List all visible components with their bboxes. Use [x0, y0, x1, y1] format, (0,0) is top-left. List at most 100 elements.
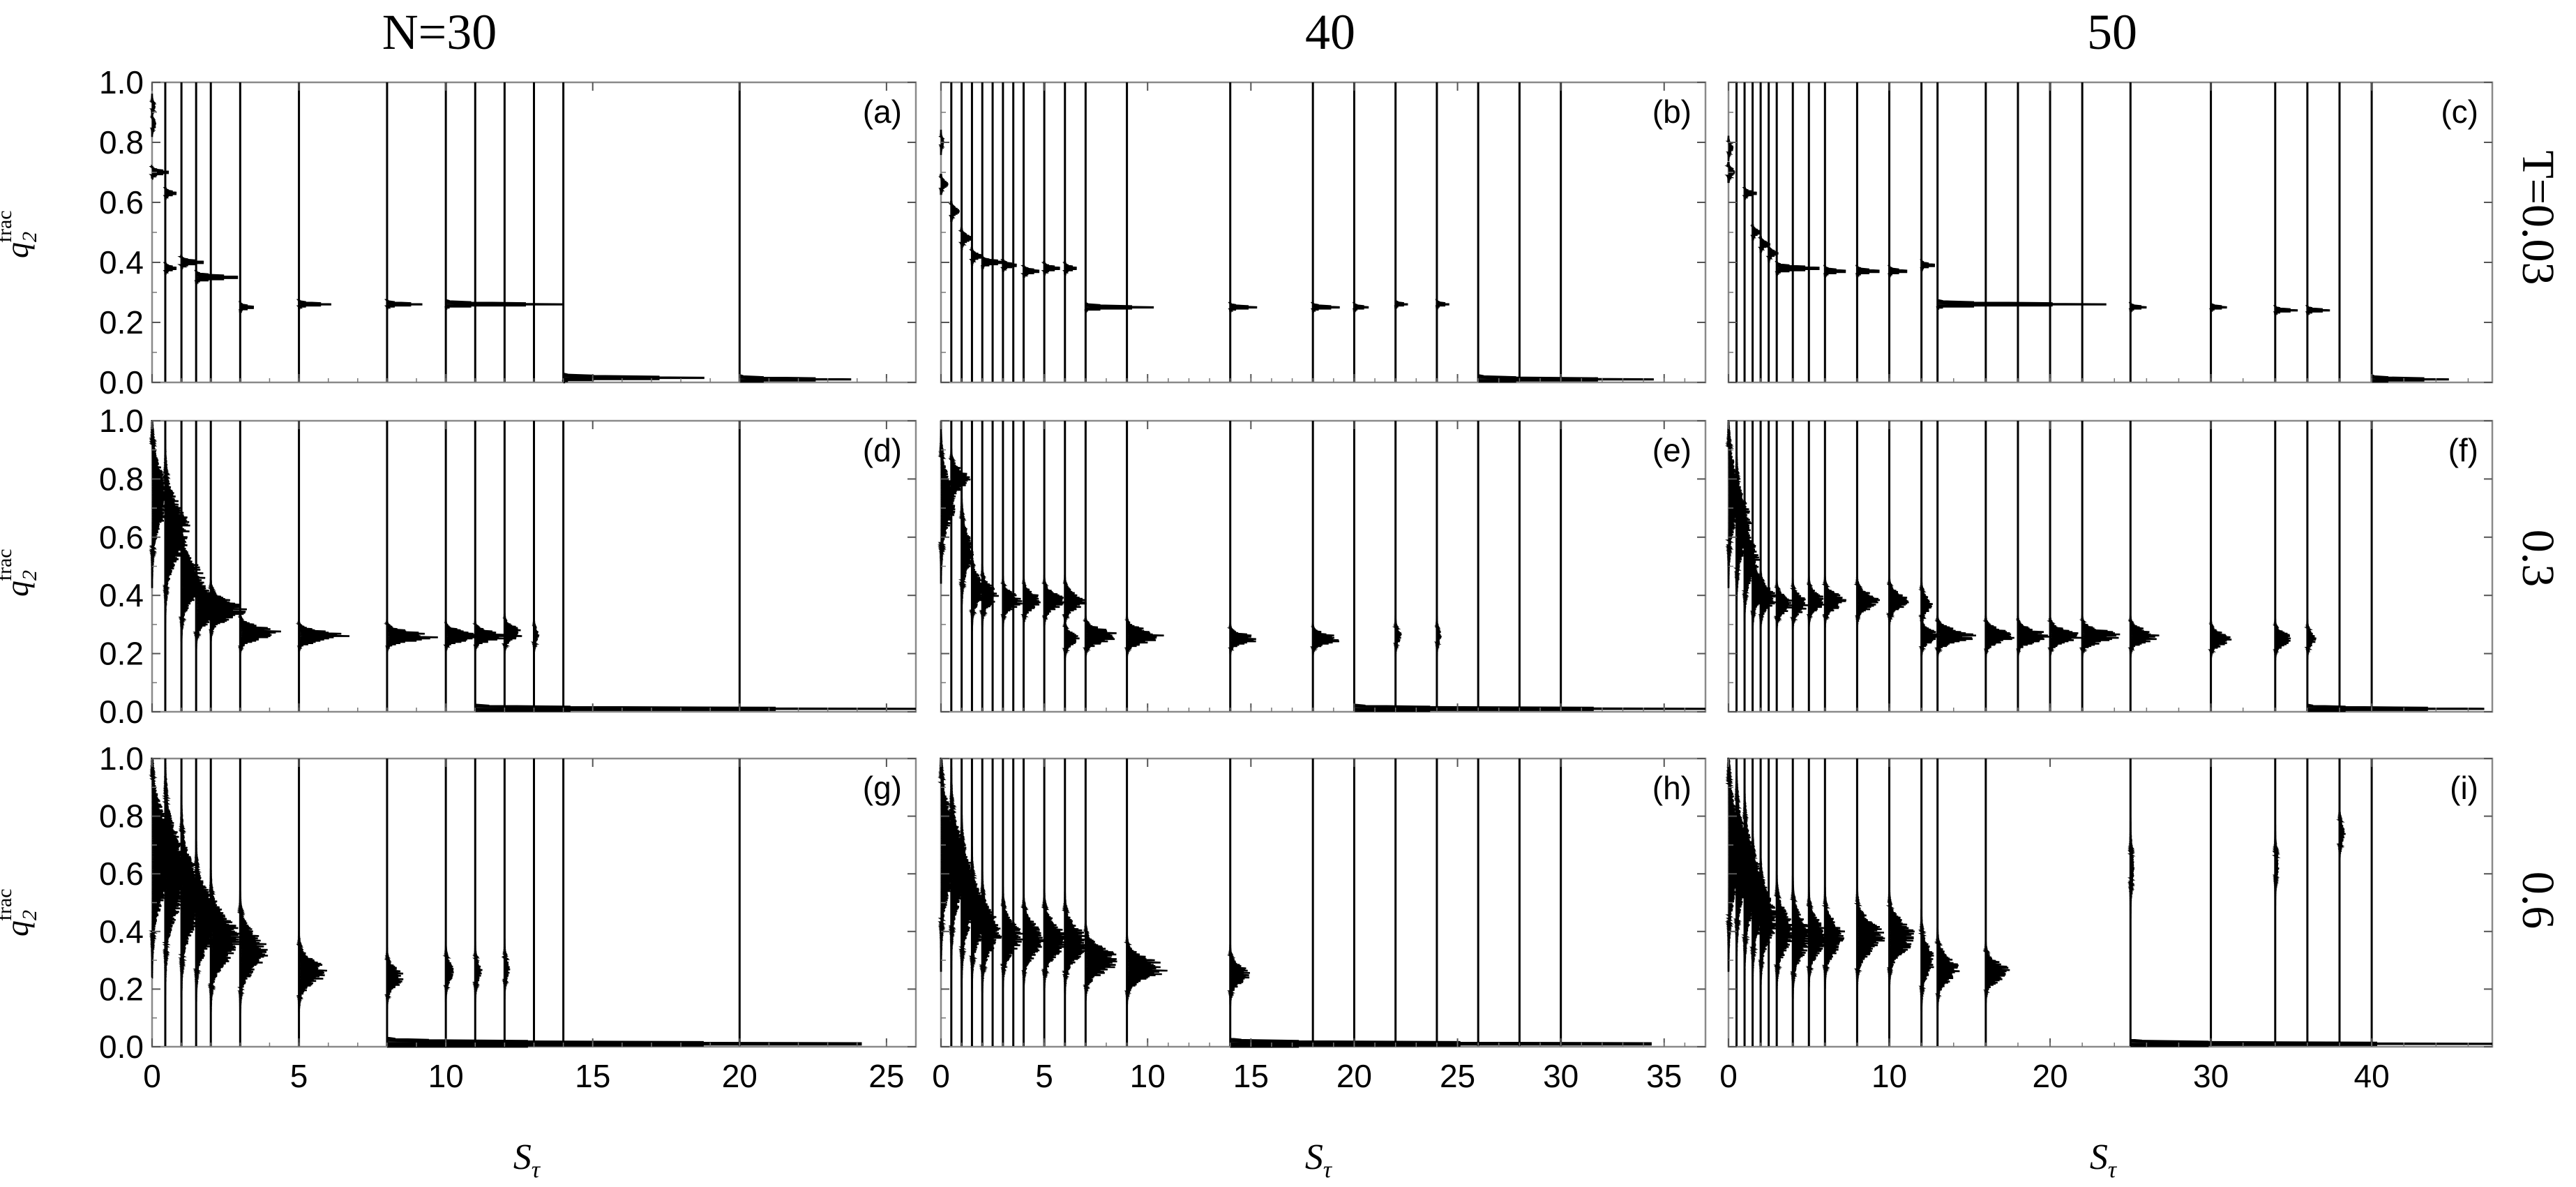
x-tick-label: 15 [1233, 1058, 1269, 1094]
histogram-peak [562, 372, 705, 384]
x-tick-label: 10 [1130, 1058, 1166, 1094]
panel-g: 0.0 0.2 0.4 0.6 0.8 1.0 0 5 10 15 20 25 (g) [99, 740, 917, 1094]
panel-i: 0 10 20 30 40 (i) [1719, 757, 2494, 1094]
histogram-peak [149, 420, 170, 588]
y-tick-label: 1.0 [99, 64, 144, 100]
panel-e: (e) [937, 419, 1707, 713]
histogram-peak [475, 703, 917, 712]
histogram-peak [1394, 299, 1408, 309]
histogram-peak [384, 299, 423, 310]
histogram-peak [530, 615, 540, 657]
histogram-peak [1855, 264, 1880, 278]
column-title-n30: N=30 [382, 4, 497, 60]
panel-frame [1727, 757, 2494, 1048]
histogram-peak [193, 839, 225, 1002]
xlabel-col-1: Sτ [513, 1137, 541, 1183]
y-tick-label: 1.0 [99, 740, 144, 777]
xlabel-col-2: Sτ [1305, 1137, 1333, 1183]
ylabel-row-1: q2frac [0, 210, 41, 258]
histogram-peak [149, 165, 170, 180]
histogram-peak [207, 578, 247, 642]
histogram-peak [1226, 622, 1256, 655]
histogram-peak [1352, 301, 1369, 313]
histogram-peak [1742, 186, 1757, 200]
histogram-peak [2207, 618, 2232, 659]
histogram-peak [442, 941, 454, 1002]
svg-text:q2frac: q2frac [0, 888, 41, 936]
histogram-peak [295, 620, 350, 652]
histogram-peak [1062, 261, 1077, 276]
x-tick-label: 0 [143, 1058, 161, 1094]
histogram-peak [177, 255, 204, 270]
histogram-peak [1936, 299, 2107, 310]
histogram-peak [149, 757, 181, 979]
panels-group: 0.00.20.40.60.81.0(a) (b) (c)0.00.20.40.60… [99, 64, 2494, 1094]
histogram-peak [2015, 615, 2049, 658]
histogram-peak [1789, 577, 1809, 630]
histogram-peak [958, 805, 979, 989]
histogram-peak [958, 227, 972, 251]
histogram-peak [1062, 574, 1087, 628]
histogram-peak [947, 766, 972, 970]
histogram-peak [1392, 615, 1402, 657]
histogram-peak [1725, 135, 1734, 161]
histogram-peak [1000, 886, 1024, 988]
histogram-peak [1982, 941, 2010, 1003]
x-tick-label: 25 [868, 1058, 904, 1094]
histogram-peak [501, 939, 511, 999]
histogram-peak [1041, 261, 1060, 276]
y-tick-label: 0.8 [99, 798, 144, 835]
histogram-peak [1773, 871, 1797, 992]
panel-b: (b) [938, 81, 1707, 384]
column-title-n40: 40 [1305, 4, 1355, 60]
y-tick-label: 0.6 [99, 856, 144, 892]
histogram-peak [958, 489, 974, 613]
ylabel-row-3: q2frac [0, 888, 41, 936]
x-tick-label: 0 [932, 1058, 950, 1094]
y-tick-label: 0.2 [99, 304, 144, 341]
y-tick-label: 0.0 [99, 694, 144, 730]
row-title-t06: 0.6 [2513, 872, 2563, 930]
panel-label: (h) [1652, 770, 1692, 806]
histogram-peak [1062, 618, 1080, 661]
histogram-peak [1934, 615, 1976, 658]
histogram-peak [1982, 615, 2014, 658]
histogram-peak [1230, 1038, 1652, 1048]
histogram-peak [2079, 615, 2121, 658]
histogram-peak [1741, 499, 1760, 622]
row-title-t003: T=0.03 [2513, 150, 2563, 285]
y-tick-label: 0.2 [99, 971, 144, 1007]
x-tick-label: 5 [290, 1058, 308, 1094]
y-tick-label: 0.8 [99, 124, 144, 160]
histogram-peak [194, 269, 239, 285]
y-tick-label: 0.6 [99, 519, 144, 555]
x-tick-label: 20 [722, 1058, 758, 1094]
histogram-peak [1433, 615, 1442, 657]
panel-label: (a) [863, 94, 902, 130]
x-tick-label: 15 [575, 1058, 610, 1094]
histogram-peak [296, 299, 331, 310]
histogram-peak [384, 946, 404, 1009]
histogram-peak [1725, 420, 1742, 588]
histogram-peak [1750, 223, 1761, 241]
x-tick-label: 0 [1719, 1058, 1738, 1094]
x-tick-label: 10 [428, 1058, 464, 1094]
histogram-peak [2130, 1038, 2493, 1047]
histogram-peak [1082, 615, 1117, 657]
histogram-peak [938, 174, 949, 195]
histogram-peak [1805, 886, 1830, 988]
histogram-peak [1823, 264, 1846, 278]
row-title-t03: 0.3 [2513, 530, 2563, 588]
panel-c: (c) [1724, 81, 2494, 384]
histogram-peak [948, 447, 971, 511]
x-tick-label: 35 [1646, 1058, 1682, 1094]
histogram-peak [1733, 760, 1754, 964]
histogram-peak [178, 518, 206, 643]
y-tick-label: 0.0 [99, 364, 144, 401]
histogram-peak [236, 890, 269, 1013]
histogram-peak [1041, 888, 1069, 992]
histogram-peak [1775, 261, 1820, 276]
histogram-peak [163, 262, 177, 275]
histogram-peak [2303, 618, 2317, 659]
